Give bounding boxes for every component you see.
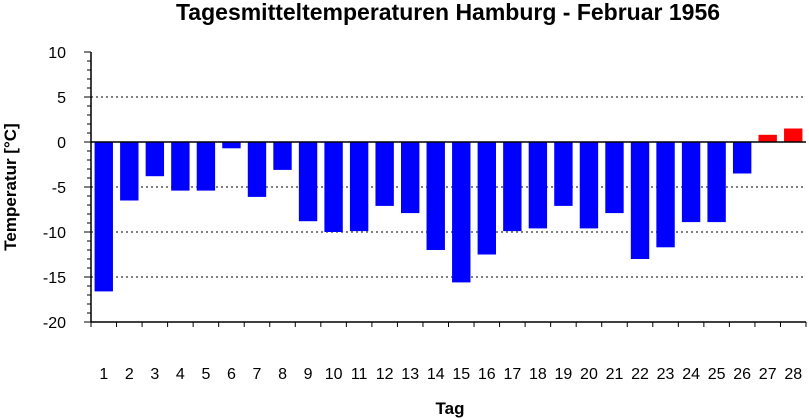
bar-27 (758, 134, 777, 142)
x-tick-label: 3 (150, 366, 159, 383)
chart-title: Tagesmitteltemperaturen Hamburg - Februa… (176, 0, 720, 25)
bar-7 (247, 142, 267, 197)
x-tick-label: 18 (529, 366, 547, 383)
y-axis-label: Temperatur [°C] (1, 123, 20, 250)
y-tick-label: -20 (43, 315, 66, 332)
bar-8 (273, 142, 292, 170)
bar-9 (298, 142, 318, 222)
bar-26 (732, 142, 752, 174)
x-tick-label: 21 (606, 366, 624, 383)
bar-5 (196, 142, 216, 191)
x-tick-labels: 1 2 3 4 5 6 7 8 9 10 11 12 13 14 15 16 17 18 19 20 21 22 23 24 2… (99, 366, 802, 383)
x-tick-label: 15 (452, 366, 470, 383)
x-tick-label: 4 (176, 366, 185, 383)
y-tick-labels: 10 5 0 -5 -10 -15 -20 (43, 45, 66, 332)
y-tick-label: 10 (48, 45, 66, 62)
bar-17 (503, 142, 522, 232)
bar-11 (349, 142, 369, 232)
bar-14 (426, 142, 445, 250)
bar-18 (528, 142, 548, 229)
x-tick-label: 9 (304, 366, 313, 383)
bar-13 (401, 142, 420, 214)
x-tick-label: 16 (478, 366, 496, 383)
x-tick-label: 17 (503, 366, 521, 383)
bar-1 (94, 142, 113, 292)
x-tick-label: 28 (784, 366, 802, 383)
y-tick-label: 0 (57, 135, 66, 152)
bar-22 (630, 142, 650, 259)
x-tick-label: 2 (125, 366, 134, 383)
bar-25 (707, 142, 726, 223)
x-tick-label: 14 (427, 366, 445, 383)
bar-3 (145, 142, 165, 177)
x-tick-label: 6 (227, 366, 236, 383)
x-tick-label: 24 (682, 366, 700, 383)
x-tick-label: 1 (99, 366, 108, 383)
x-tick-label: 22 (631, 366, 649, 383)
y-tick-label: -10 (43, 225, 66, 242)
x-tick-label: 23 (657, 366, 675, 383)
bar-12 (375, 142, 394, 206)
x-tick-label: 19 (555, 366, 573, 383)
x-tick-label: 26 (733, 366, 751, 383)
bar-24 (681, 142, 701, 223)
x-tick-label: 13 (401, 366, 419, 383)
y-tick-label: 5 (57, 90, 66, 107)
x-tick-label: 8 (278, 366, 287, 383)
bar-6 (222, 142, 241, 149)
x-tick-label: 10 (325, 366, 343, 383)
axes (84, 51, 807, 327)
x-tick-label: 20 (580, 366, 598, 383)
y-tick-label: -5 (52, 180, 66, 197)
x-tick-label: 11 (351, 366, 368, 383)
x-tick-label: 27 (759, 366, 777, 383)
bar-4 (171, 142, 190, 191)
x-tick-label: 7 (253, 366, 262, 383)
bar-16 (477, 142, 496, 255)
y-tick-label: -15 (43, 270, 66, 287)
x-tick-label: 12 (376, 366, 394, 383)
bar-23 (656, 142, 675, 248)
bar-20 (579, 142, 599, 229)
bar-15 (452, 142, 471, 283)
bar-28 (784, 128, 803, 142)
x-tick-label: 5 (201, 366, 210, 383)
bar-2 (120, 142, 139, 201)
bar-21 (605, 142, 624, 214)
x-tick-label: 25 (708, 366, 726, 383)
bar-19 (554, 142, 573, 206)
bars (94, 128, 803, 292)
bar-10 (324, 142, 343, 232)
x-axis-label: Tag (436, 399, 465, 418)
